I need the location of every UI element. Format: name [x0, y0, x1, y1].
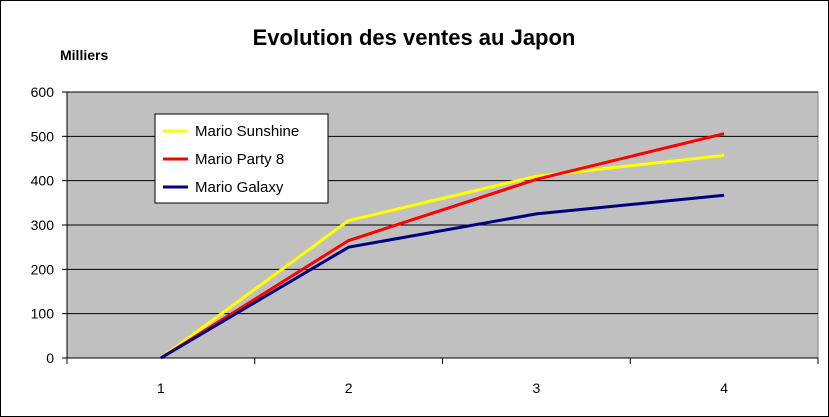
legend-label: Mario Sunshine [195, 123, 299, 140]
x-tick-label: 4 [720, 380, 728, 396]
y-tick-label: 400 [31, 173, 55, 189]
series-line-1 [159, 153, 725, 360]
y-tick-label: 600 [31, 84, 55, 100]
legend-label: Mario Party 8 [195, 151, 284, 168]
y-tick-label: 500 [31, 128, 55, 144]
y-tick-label: 200 [31, 261, 55, 277]
legend-label: Mario Galaxy [195, 179, 284, 196]
chart-title: Evolution des ventes au Japon [253, 25, 576, 50]
series-line-2 [160, 132, 725, 360]
y-tick-label: 100 [31, 306, 55, 322]
axes: 0 100 200 300 400 500 600 1 2 3 4 [31, 84, 819, 396]
legend: Mario Sunshine Mario Party 8 Mario Galaxy [154, 113, 329, 204]
y-axis-unit-label: Milliers [60, 47, 108, 63]
x-tick-label: 3 [532, 380, 540, 396]
x-tick-label: 1 [157, 380, 165, 396]
y-tick-label: 300 [31, 217, 55, 233]
y-tick-label: 0 [46, 350, 54, 366]
series-line-3 [160, 193, 725, 360]
x-tick-label: 2 [345, 380, 353, 396]
series-lines [159, 132, 725, 360]
